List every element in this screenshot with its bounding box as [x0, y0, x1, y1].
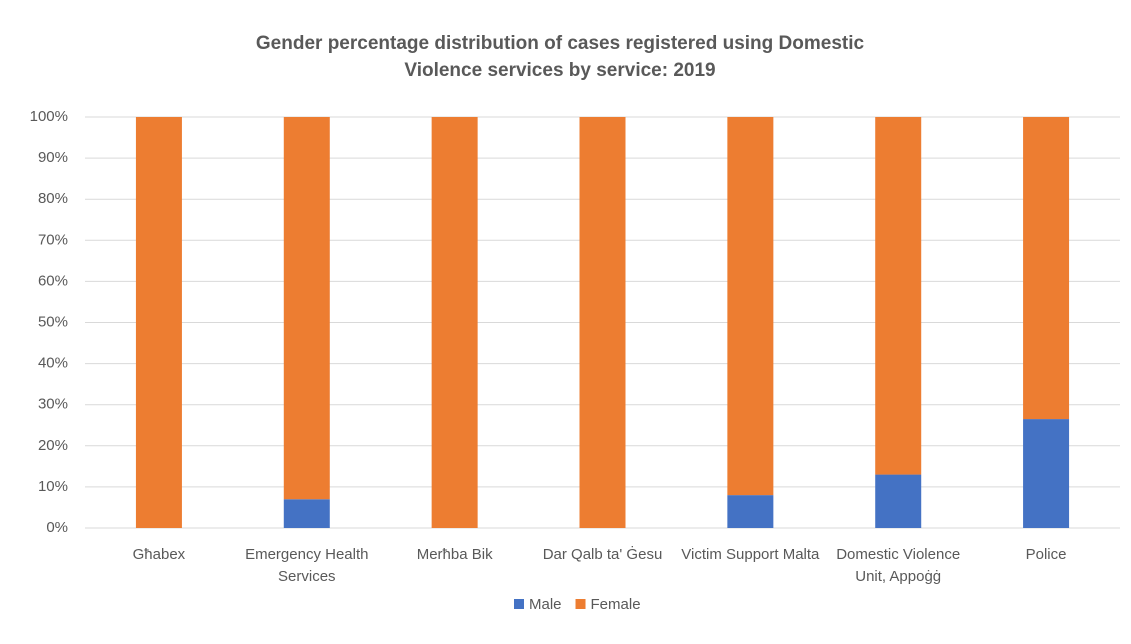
x-tick-label: Victim Support Malta — [681, 546, 820, 563]
y-tick-label: 20% — [38, 437, 68, 454]
bar-segment — [431, 117, 478, 528]
y-tick-label: 80% — [38, 190, 68, 207]
y-tick-label: 60% — [38, 272, 68, 289]
y-tick-label: 10% — [38, 478, 68, 495]
y-tick-label: 70% — [38, 231, 68, 248]
y-tick-label: 30% — [38, 396, 68, 413]
x-tick-label: Emergency Health Services — [245, 546, 369, 585]
bar-segment — [1023, 117, 1070, 420]
bar-segment — [283, 117, 330, 500]
bar-segment — [727, 117, 774, 496]
legend-swatch — [514, 599, 524, 609]
bar-segment — [283, 499, 330, 528]
bar-segment — [1023, 419, 1070, 528]
x-tick-label: Dar Qalb ta' Ġesu — [542, 546, 663, 563]
bar-segment — [727, 495, 774, 528]
x-tick-label: Għabex — [132, 546, 186, 563]
bar-segment — [135, 117, 182, 528]
y-tick-label: 100% — [30, 108, 68, 125]
x-tick-label: Domestic Violence Unit, Appoġġ — [836, 546, 961, 585]
bar-segment — [875, 117, 922, 475]
x-tick-label: Police — [1025, 546, 1067, 563]
y-tick-label: 50% — [38, 313, 68, 330]
bar-segment — [579, 117, 626, 528]
y-tick-label: 90% — [38, 149, 68, 166]
y-tick-label: 0% — [46, 519, 68, 536]
bar-segment — [875, 474, 922, 528]
legend-swatch — [575, 599, 586, 609]
y-tick-label: 40% — [38, 355, 68, 372]
legend-label: Female — [591, 596, 641, 613]
legend-label: Male — [529, 596, 562, 613]
chart-title: Gender percentage distribution of cases … — [255, 33, 865, 81]
x-tick-label: Merħba Bik — [416, 546, 493, 563]
